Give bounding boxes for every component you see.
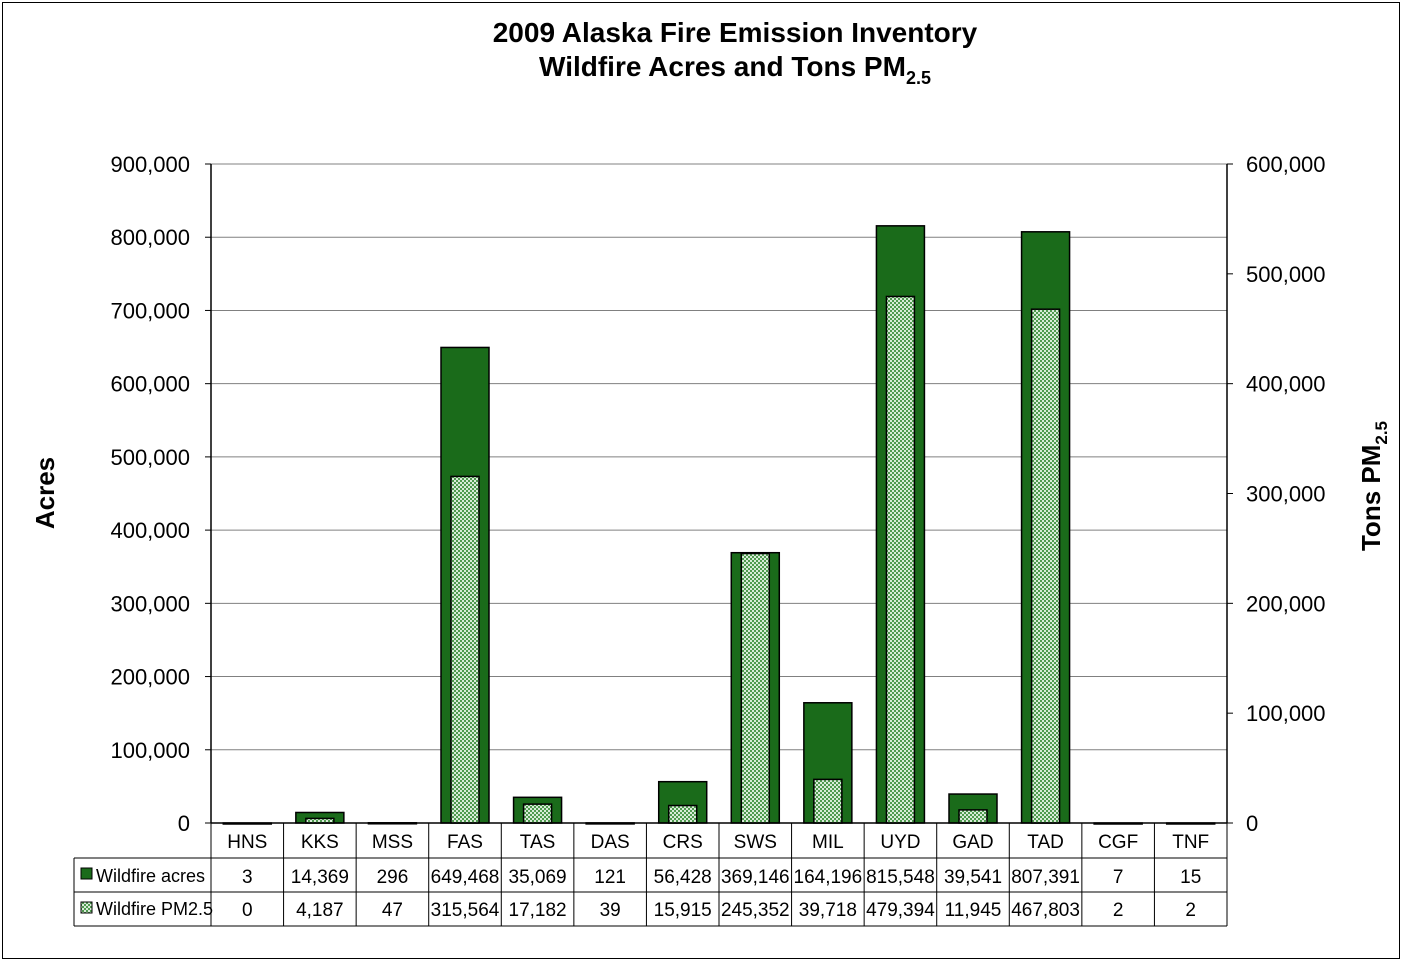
table-cell-acres: 39,541 (944, 867, 1002, 888)
table-cell-acres: 7 (1113, 867, 1124, 888)
data-table: HNS 3 0 KKS 14,369 4,187 MSS 296 47 FAS 649,468 315… (73, 823, 1228, 927)
y2-tick-label: 100,000 (1246, 701, 1326, 726)
table-cell-acres: 15 (1180, 867, 1201, 888)
x-tick-label: TNF (1172, 832, 1209, 853)
bar-wildfire-pm25 (450, 475, 480, 824)
y-tick-label: 800,000 (110, 225, 190, 250)
left-axis-ticks: 0 100,000 200,000 300,000 400,000 500,000 600,… (110, 152, 211, 836)
x-tick-label: MSS (372, 832, 413, 853)
x-tick-label: UYD (880, 832, 920, 853)
y-tick-label: 700,000 (110, 298, 190, 323)
x-tick-label: SWS (734, 832, 777, 853)
y-tick-label: 400,000 (110, 518, 190, 543)
table-cell-pm25: 2 (1113, 900, 1124, 921)
table-cell-acres: 649,468 (431, 867, 500, 888)
bars (222, 225, 1216, 825)
legend-label-pm25: Wildfire PM2.5 (96, 899, 213, 919)
y-tick-label: 900,000 (110, 152, 190, 177)
table-cell-pm25: 4,187 (296, 900, 344, 921)
y-tick-label: 200,000 (110, 665, 190, 690)
x-tick-label: FAS (447, 832, 483, 853)
chart-subtitle: Wildfire Acres and Tons PM2.5 (539, 51, 931, 88)
y-axis-label: Acres (30, 457, 60, 529)
table-cell-pm25: 0 (242, 900, 253, 921)
table-cell-acres: 369,146 (721, 867, 790, 888)
y-tick-label: 0 (178, 811, 190, 836)
x-tick-label: CGF (1098, 832, 1138, 853)
table-cell-acres: 807,391 (1011, 867, 1080, 888)
chart-title: 2009 Alaska Fire Emission Inventory (493, 17, 978, 48)
table-cell-acres: 3 (242, 867, 253, 888)
table-cell-acres: 164,196 (794, 867, 863, 888)
bar-wildfire-pm25 (667, 804, 698, 824)
table-cell-acres: 121 (594, 867, 626, 888)
table-cell-pm25: 15,915 (654, 900, 712, 921)
legend-label-acres: Wildfire acres (96, 866, 205, 886)
y2-tick-label: 200,000 (1246, 591, 1326, 616)
bar-wildfire-pm25 (813, 778, 843, 824)
y-tick-label: 300,000 (110, 591, 190, 616)
table-cell-acres: 56,428 (654, 867, 712, 888)
bar-wildfire-pm25 (522, 803, 553, 824)
y-tick-label: 600,000 (110, 372, 190, 397)
table-cell-acres: 14,369 (291, 867, 349, 888)
gridlines (211, 163, 1227, 751)
table-cell-pm25: 17,182 (509, 900, 567, 921)
y2-tick-label: 500,000 (1246, 262, 1326, 287)
table-cell-pm25: 39 (600, 900, 621, 921)
x-tick-label: TAD (1027, 832, 1064, 853)
legend-swatch-pm25 (80, 901, 93, 914)
table-cell-pm25: 467,803 (1011, 900, 1080, 921)
table-cell-acres: 296 (377, 867, 409, 888)
table-cell-pm25: 39,718 (799, 900, 857, 921)
x-tick-label: HNS (227, 832, 267, 853)
y2-tick-label: 300,000 (1246, 482, 1326, 507)
x-tick-label: TAS (520, 832, 556, 853)
y2-tick-label: 0 (1246, 811, 1258, 836)
table-cell-pm25: 479,394 (866, 900, 935, 921)
table-cell-pm25: 315,564 (431, 900, 500, 921)
table-cell-acres: 815,548 (866, 867, 935, 888)
table-cell-pm25: 2 (1185, 900, 1196, 921)
y-tick-label: 100,000 (110, 738, 190, 763)
y2-axis-label: Tons PM2.5 (1356, 421, 1391, 551)
legend-swatch-acres (80, 867, 93, 880)
bar-wildfire-pm25 (885, 295, 916, 824)
x-tick-label: MIL (812, 832, 844, 853)
table-cell-pm25: 47 (382, 900, 403, 921)
table-cell-acres: 35,069 (509, 867, 567, 888)
x-tick-label: GAD (952, 832, 993, 853)
x-tick-label: KKS (301, 832, 339, 853)
x-tick-label: CRS (663, 832, 703, 853)
y2-tick-label: 400,000 (1246, 372, 1326, 397)
bar-wildfire-pm25 (1030, 308, 1061, 824)
bar-wildfire-pm25 (958, 809, 988, 824)
axes (210, 164, 1228, 824)
table-cell-pm25: 245,352 (721, 900, 790, 921)
bar-wildfire-pm25 (740, 552, 771, 824)
y2-tick-label: 600,000 (1246, 152, 1326, 177)
x-tick-label: DAS (591, 832, 630, 853)
right-axis-ticks: 0 100,000 200,000 300,000 400,000 500,000 600,… (1227, 152, 1326, 836)
table-cell-pm25: 11,945 (945, 900, 1002, 921)
y-tick-label: 500,000 (110, 445, 190, 470)
